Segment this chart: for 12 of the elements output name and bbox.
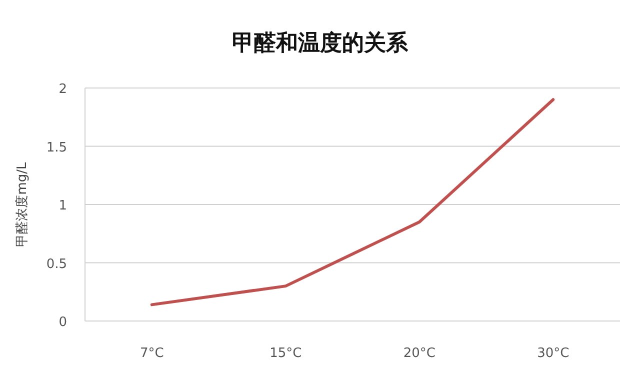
y-tick-label: 1 xyxy=(58,198,67,214)
y-tick-label: 0 xyxy=(58,315,67,330)
x-tick-label: 7°C xyxy=(140,346,164,361)
y-axis-title: 甲醛浓度mg/L xyxy=(14,161,30,247)
chart-title: 甲醛和温度的关系 xyxy=(232,30,409,56)
x-tick-label: 15°C xyxy=(270,346,302,361)
x-tick-label: 30°C xyxy=(537,346,570,361)
line-series xyxy=(150,98,555,306)
y-tick-label: 1.5 xyxy=(46,140,67,156)
y-tick-label: 0.5 xyxy=(46,256,67,272)
x-tick-label: 20°C xyxy=(403,346,436,361)
y-tick-label: 2 xyxy=(58,82,67,97)
